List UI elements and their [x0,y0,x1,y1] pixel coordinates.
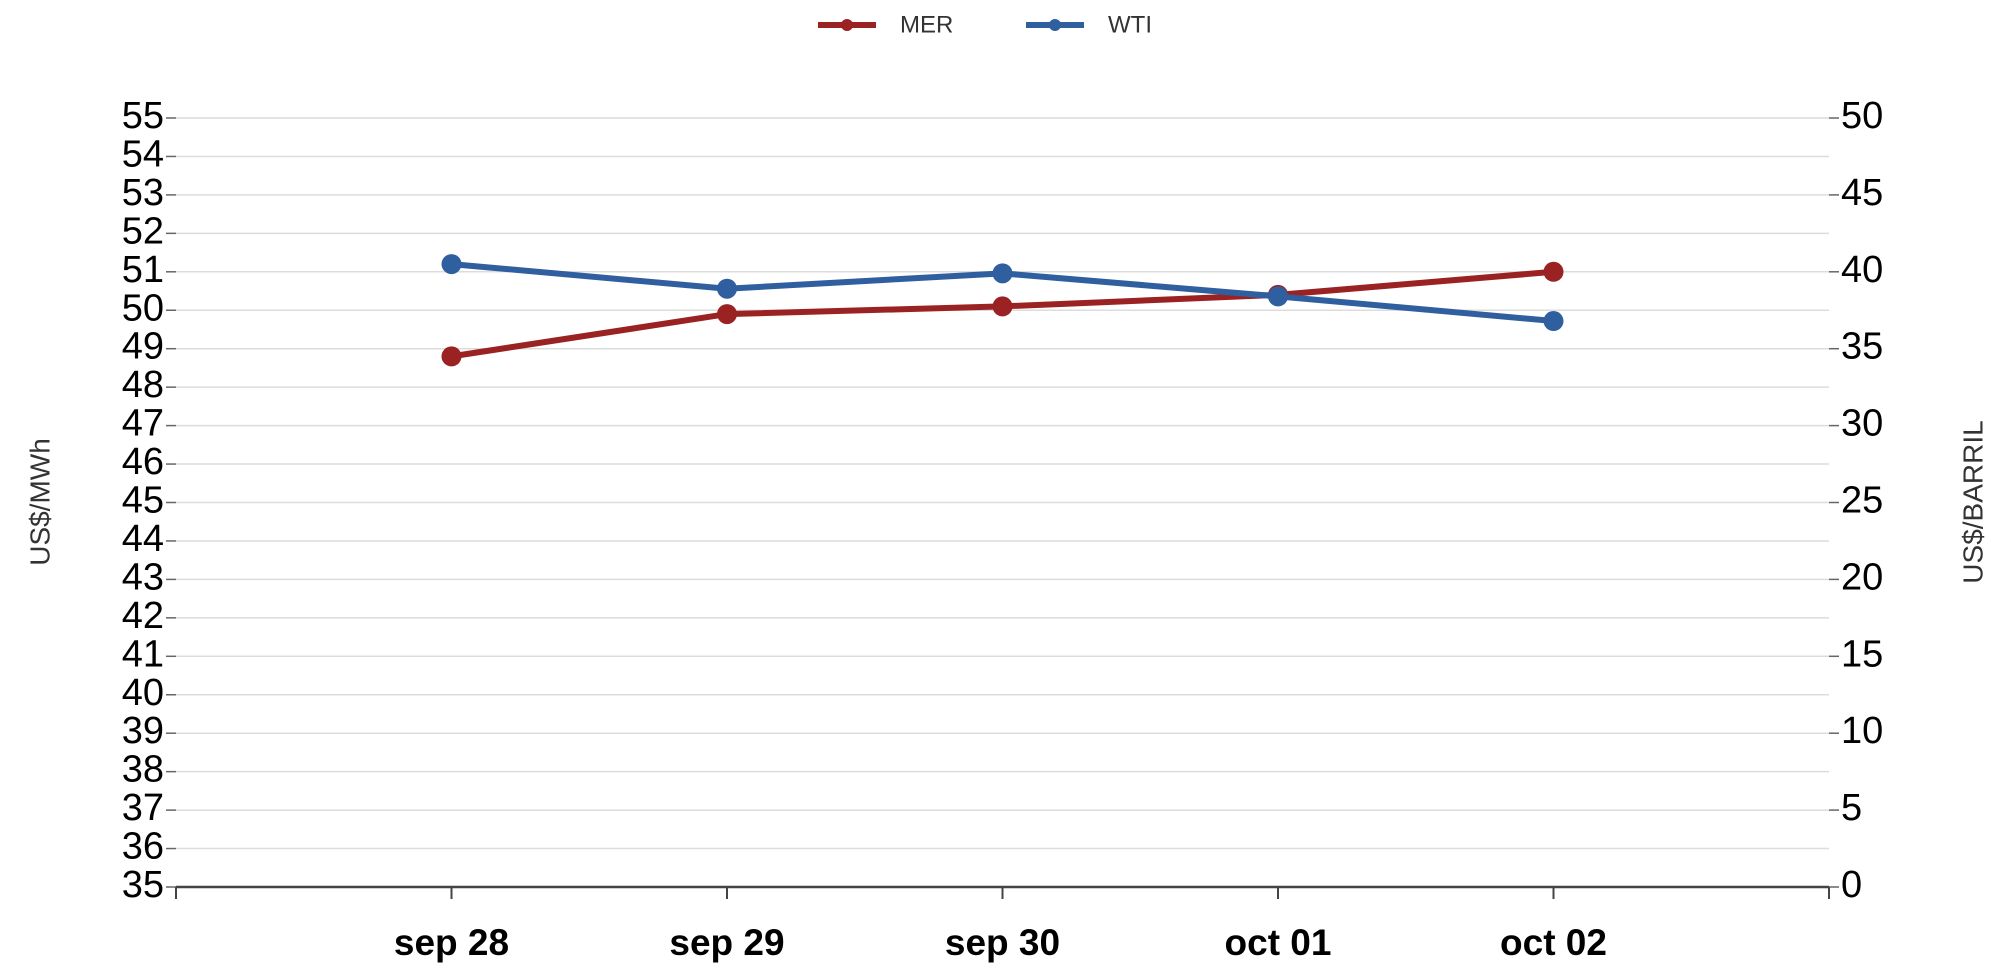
y-tick-label: 44 [122,518,164,560]
y-tick-label: 42 [122,595,164,637]
point [992,263,1013,284]
y-tick-label: 47 [122,403,164,445]
legend-label: WTI [1108,11,1152,38]
y2-tick-label: 35 [1841,326,1883,368]
y-axis-title: US$/MWh [24,438,55,566]
y-tick-label: 35 [122,864,164,906]
y2-tick-label: 5 [1841,787,1862,829]
x-tick-label: sep 28 [394,922,509,963]
point [1543,311,1564,332]
y2-tick-label: 30 [1841,403,1883,445]
x-tick-label: sep 29 [669,922,784,963]
y-tick-label: 53 [122,172,164,214]
x-tick-label: oct 01 [1225,922,1332,963]
y-tick-label: 51 [122,249,164,291]
y2-tick-label: 45 [1841,172,1883,214]
y-tick-label: 45 [122,480,164,522]
y-tick-label: 49 [122,326,164,368]
y-tick-label: 55 [122,95,164,137]
point [441,254,462,275]
y-tick-label: 36 [122,826,164,868]
y2-tick-label: 10 [1841,710,1883,752]
y-tick-label: 41 [122,633,164,675]
y-tick-label: 38 [122,749,164,791]
point [441,346,462,367]
y2-tick-label: 20 [1841,556,1883,598]
legend-marker [1049,19,1061,31]
y2-axis-title: US$/BARRIL [1957,420,1988,583]
x-tick-label: oct 02 [1500,922,1607,963]
point [1268,286,1288,307]
y2-tick-label: 0 [1841,864,1862,906]
y-tick-label: 52 [122,210,164,252]
point [717,278,737,299]
y-tick-label: 54 [122,133,164,175]
legend-marker [841,19,853,31]
y-tick-label: 50 [122,287,164,329]
y-tick-label: 46 [122,441,164,483]
y2-tick-label: 25 [1841,480,1883,522]
y-tick-label: 48 [122,364,164,406]
point [717,304,737,325]
y2-tick-label: 15 [1841,633,1883,675]
x-tick-label: sep 30 [945,922,1060,963]
point [1543,261,1564,282]
legend-label: MER [900,11,953,38]
y-tick-label: 43 [122,556,164,598]
y2-tick-label: 50 [1841,95,1883,137]
y2-tick-label: 40 [1841,249,1883,291]
y-tick-label: 40 [122,672,164,714]
y-tick-label: 37 [122,787,164,829]
y-tick-label: 39 [122,710,164,752]
point [992,296,1013,317]
